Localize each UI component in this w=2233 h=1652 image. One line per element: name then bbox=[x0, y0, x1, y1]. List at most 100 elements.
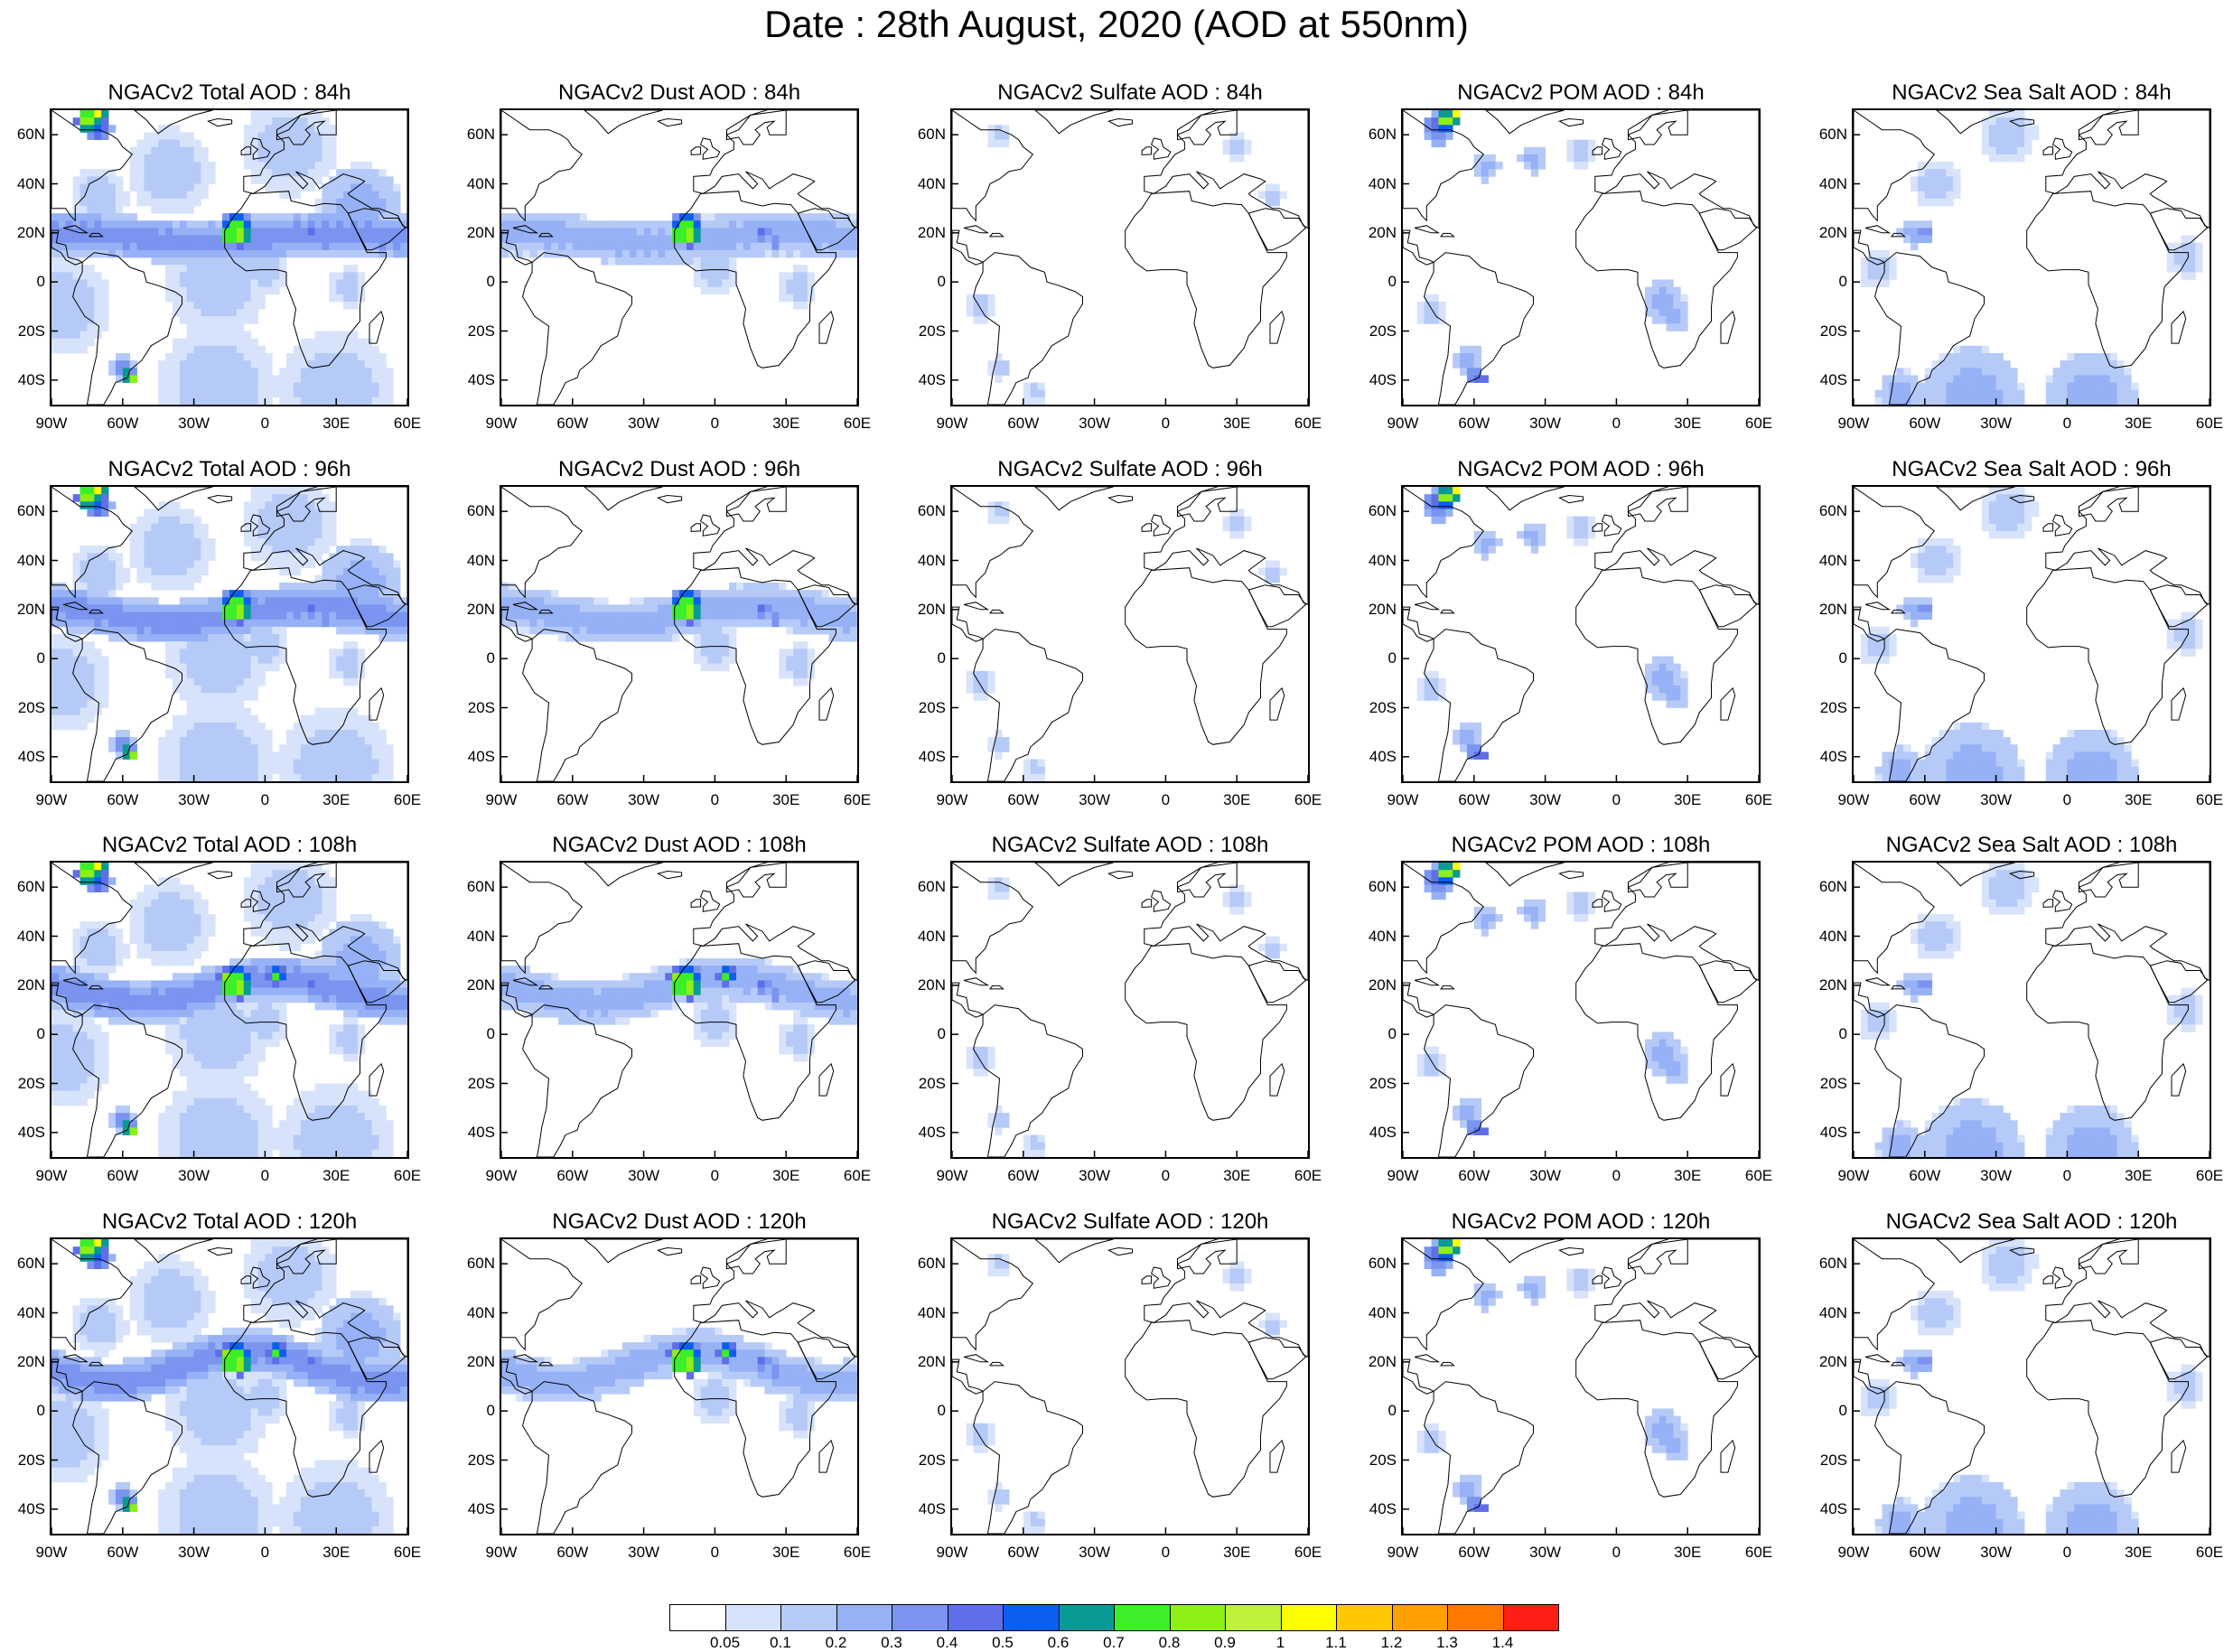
aod-cell bbox=[186, 649, 194, 657]
aod-cell bbox=[715, 649, 723, 657]
aod-cell bbox=[2003, 530, 2011, 539]
aod-cell bbox=[165, 279, 173, 287]
aod-cell bbox=[1874, 389, 1883, 398]
aod-cell bbox=[987, 516, 995, 525]
aod-cell bbox=[843, 634, 851, 642]
aod-cell bbox=[272, 759, 280, 768]
aod-cell bbox=[165, 626, 173, 635]
aod-cell bbox=[250, 220, 258, 229]
aod-cell bbox=[179, 279, 188, 287]
aod-cell bbox=[65, 656, 74, 664]
aod-cell bbox=[814, 611, 822, 621]
aod-cell bbox=[1666, 686, 1674, 694]
aod-cell bbox=[1981, 509, 1990, 517]
aod-cell bbox=[165, 1127, 173, 1135]
aod-cell bbox=[357, 766, 366, 775]
aod-cell bbox=[58, 1076, 67, 1084]
aod-cell bbox=[165, 1120, 173, 1128]
aod-cell bbox=[87, 117, 95, 126]
aod-cell bbox=[707, 257, 715, 266]
aod-cell bbox=[371, 352, 379, 361]
aod-cell bbox=[72, 1024, 80, 1032]
aod-cell bbox=[715, 590, 723, 598]
aod-cell bbox=[1438, 117, 1446, 126]
aod-cell bbox=[151, 139, 159, 148]
aod-cell bbox=[179, 257, 188, 266]
aod-cell bbox=[501, 220, 509, 229]
aod-cell bbox=[329, 213, 337, 221]
aod-cell bbox=[2032, 501, 2040, 509]
aod-cell bbox=[201, 162, 209, 170]
aod-cell bbox=[314, 501, 322, 509]
aod-cell bbox=[158, 1010, 166, 1018]
aod-cell bbox=[1953, 729, 1961, 738]
aod-cell bbox=[272, 220, 280, 229]
aod-cell bbox=[314, 125, 322, 133]
aod-cell bbox=[122, 352, 131, 361]
aod-cell bbox=[364, 744, 372, 752]
aod-cell bbox=[336, 546, 344, 554]
map-panel: NGACv2 POM AOD : 84h 60N 40N 20N 0 20S 40S 90W 6… bbox=[1351, 79, 1798, 455]
aod-cell bbox=[108, 228, 117, 236]
aod-cell bbox=[364, 183, 372, 192]
aod-cell bbox=[272, 501, 280, 509]
aod-cell bbox=[1882, 751, 1890, 760]
aod-cell bbox=[72, 1046, 80, 1055]
aod-cell bbox=[144, 597, 152, 605]
aod-cell bbox=[229, 663, 238, 672]
aod-cell bbox=[658, 597, 666, 605]
aod-cell bbox=[336, 176, 344, 184]
coastline bbox=[207, 494, 233, 504]
aod-cell bbox=[51, 1002, 60, 1011]
aod-cell bbox=[2081, 382, 2089, 391]
aod-cell bbox=[515, 220, 524, 229]
aod-cell bbox=[1981, 737, 1990, 745]
aod-cell bbox=[165, 759, 173, 768]
aod-cell bbox=[186, 375, 194, 383]
coastline bbox=[512, 602, 539, 611]
aod-cell bbox=[179, 294, 188, 303]
aod-cell bbox=[378, 626, 387, 635]
aod-cell bbox=[208, 597, 216, 605]
aod-cell bbox=[722, 626, 730, 635]
aod-cell bbox=[1523, 523, 1532, 532]
aod-cell bbox=[1967, 766, 1976, 775]
aod-cell bbox=[565, 228, 574, 236]
aod-cell bbox=[172, 501, 181, 509]
aod-cell bbox=[229, 744, 238, 752]
aod-cell bbox=[179, 729, 188, 738]
aod-cell bbox=[693, 597, 702, 605]
aod-cell bbox=[1981, 368, 1990, 376]
coastline bbox=[1601, 137, 1622, 160]
aod-cell bbox=[151, 198, 159, 207]
aod-cell bbox=[72, 345, 80, 354]
aod-cell bbox=[201, 397, 209, 405]
aod-cell bbox=[364, 737, 372, 745]
aod-cell bbox=[51, 228, 60, 236]
aod-cell bbox=[165, 899, 173, 908]
aod-cell bbox=[172, 574, 181, 583]
aod-cell bbox=[136, 574, 145, 583]
lon-label: 60W bbox=[1007, 415, 1040, 432]
aod-cell bbox=[165, 656, 173, 664]
aod-cell bbox=[179, 677, 188, 686]
aod-cell bbox=[693, 619, 702, 628]
aod-cell bbox=[843, 597, 851, 605]
aod-cell bbox=[529, 228, 537, 236]
aod-cell bbox=[165, 980, 173, 988]
aod-cell bbox=[686, 249, 695, 258]
aod-cell bbox=[158, 139, 166, 148]
aod-cell bbox=[2067, 382, 2075, 391]
aod-cell bbox=[51, 1039, 60, 1048]
panel-title: NGACv2 Total AOD : 108h bbox=[101, 833, 358, 857]
aod-cell bbox=[101, 604, 109, 612]
aod-cell bbox=[243, 663, 252, 672]
aod-cell bbox=[350, 649, 359, 657]
aod-cell bbox=[201, 279, 209, 287]
aod-cell bbox=[1460, 352, 1468, 361]
aod-cell bbox=[501, 590, 509, 598]
aod-cell bbox=[1939, 176, 1947, 184]
lat-label: 60N bbox=[1368, 126, 1397, 144]
aod-cell bbox=[508, 235, 517, 244]
aod-cell bbox=[343, 737, 351, 745]
